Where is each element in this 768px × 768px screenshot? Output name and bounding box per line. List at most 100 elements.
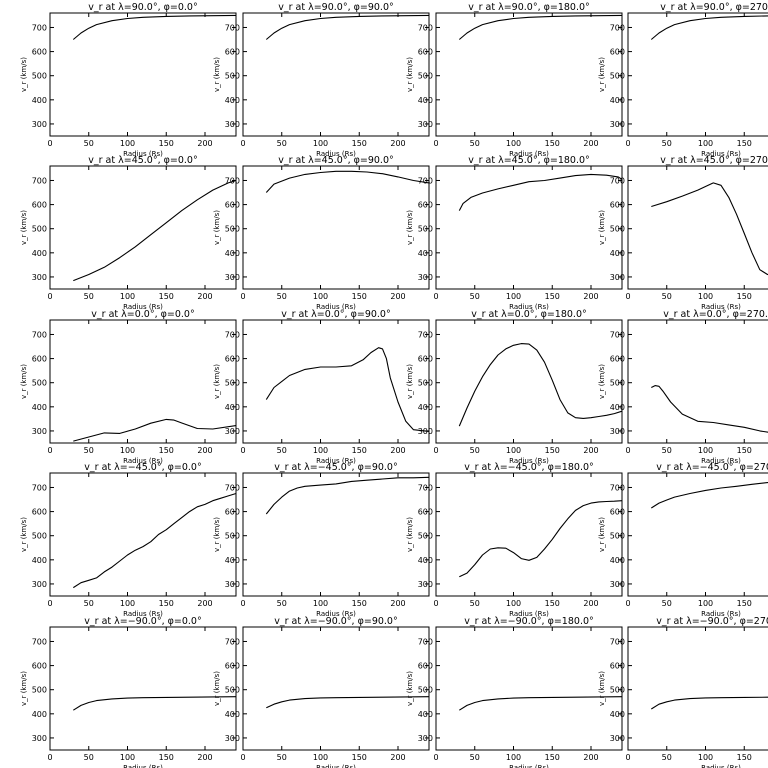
y-tick-label: 400 — [32, 710, 47, 719]
subplot-3: 0 50 100 150 200 300 400 500 600 700 v_r at λ=90.0… — [406, 2, 623, 158]
y-tick-label: 300 — [610, 120, 625, 129]
subplot-title: v_r at λ=0.0°, φ=0.0° — [91, 309, 194, 320]
y-tick-label: 400 — [225, 403, 240, 412]
x-tick-label: 0 — [433, 139, 438, 148]
x-tick-label: 100 — [698, 599, 713, 608]
y-tick-label: 600 — [418, 201, 433, 210]
plot-frame — [49, 626, 237, 751]
x-tick-label: 150 — [737, 599, 752, 608]
plot-frame — [435, 319, 623, 444]
y-tick-label: 700 — [418, 330, 433, 339]
y-tick-label: 500 — [225, 686, 240, 695]
y-tick-label: 400 — [418, 96, 433, 105]
y-tick-label: 400 — [418, 403, 433, 412]
x-tick-label: 200 — [197, 292, 212, 301]
y-tick-label: 300 — [610, 580, 625, 589]
subplot-10: 0 50 100 150 200 300 400 500 600 700 v_r at λ=0.0°… — [213, 309, 430, 465]
x-tick-label: 150 — [545, 753, 560, 762]
subplot-title: v_r at λ=−90.0°, φ=270.0° — [656, 616, 768, 627]
y-tick-label: 500 — [610, 379, 625, 388]
y-axis-label: v_r (km/s) — [213, 364, 221, 399]
y-axis-label: v_r (km/s) — [598, 517, 606, 552]
y-tick-label: 400 — [610, 556, 625, 565]
y-tick-label: 700 — [418, 176, 433, 185]
y-tick-label: 600 — [32, 48, 47, 57]
y-tick-label: 400 — [225, 96, 240, 105]
x-axis-label: Radius (Rs) — [123, 303, 163, 311]
subplot-title: v_r at λ=45.0°, φ=270.0° — [660, 155, 768, 166]
y-tick-label: 400 — [32, 403, 47, 412]
x-tick-label: 200 — [583, 599, 598, 608]
x-tick-label: 150 — [737, 292, 752, 301]
y-tick-label: 500 — [32, 72, 47, 81]
y-tick-label: 500 — [610, 686, 625, 695]
x-tick-label: 100 — [698, 753, 713, 762]
x-tick-label: 150 — [545, 292, 560, 301]
y-tick-label: 700 — [32, 483, 47, 492]
subplot-11: 0 50 100 150 200 300 400 500 600 700 v_r at λ=0.0°… — [406, 309, 623, 465]
x-tick-label: 100 — [506, 446, 521, 455]
y-axis-label: v_r (km/s) — [406, 210, 414, 245]
y-tick-label: 700 — [32, 330, 47, 339]
y-tick-label: 300 — [32, 580, 47, 589]
subplot-title: v_r at λ=−45.0°, φ=270.0° — [656, 462, 768, 473]
y-tick-label: 300 — [418, 734, 433, 743]
y-tick-label: 700 — [418, 23, 433, 32]
velocity-line — [265, 14, 430, 40]
y-tick-label: 300 — [418, 120, 433, 129]
y-tick-label: 600 — [610, 48, 625, 57]
x-tick-label: 150 — [159, 292, 174, 301]
y-axis-label: v_r (km/s) — [406, 517, 414, 552]
subplot-2: 0 50 100 150 200 300 400 500 600 700 v_r at λ=90.0… — [213, 2, 430, 158]
y-axis-label: v_r (km/s) — [20, 210, 28, 245]
velocity-line — [265, 170, 430, 193]
x-tick-label: 0 — [240, 446, 245, 455]
y-tick-label: 300 — [32, 120, 47, 129]
x-tick-label: 0 — [625, 292, 630, 301]
velocity-line — [650, 15, 768, 40]
x-tick-label: 150 — [737, 139, 752, 148]
y-tick-label: 400 — [32, 556, 47, 565]
x-tick-label: 0 — [47, 139, 52, 148]
subplot-title: v_r at λ=−90.0°, φ=180.0° — [464, 616, 594, 627]
plot-frame — [242, 165, 430, 290]
subplot-7: 0 50 100 150 200 300 400 500 600 700 v_r at λ=45.0… — [406, 155, 623, 311]
y-tick-label: 700 — [225, 637, 240, 646]
x-tick-label: 50 — [84, 446, 94, 455]
x-tick-label: 200 — [390, 292, 405, 301]
y-axis-label: v_r (km/s) — [213, 210, 221, 245]
subplot-title: v_r at λ=−45.0°, φ=0.0° — [84, 462, 201, 473]
x-tick-label: 0 — [47, 292, 52, 301]
y-tick-label: 400 — [610, 96, 625, 105]
plot-frame — [627, 12, 768, 137]
x-axis-label: Radius (Rs) — [316, 764, 356, 768]
plot-frame — [435, 626, 623, 751]
subplot-title: v_r at λ=0.0°, φ=90.0° — [281, 309, 390, 320]
x-tick-label: 50 — [470, 292, 480, 301]
y-tick-label: 600 — [610, 662, 625, 671]
y-tick-label: 600 — [225, 355, 240, 364]
x-tick-label: 200 — [583, 446, 598, 455]
velocity-line — [265, 347, 430, 432]
plot-frame — [435, 165, 623, 290]
y-tick-label: 400 — [225, 249, 240, 258]
x-tick-label: 50 — [470, 599, 480, 608]
subplot-13: 0 50 100 150 200 300 400 500 600 700 v_r at λ=−45.… — [20, 462, 237, 618]
y-axis-label: v_r (km/s) — [598, 364, 606, 399]
subplot-title: v_r at λ=45.0°, φ=0.0° — [88, 155, 197, 166]
x-axis-label: Radius (Rs) — [509, 150, 549, 158]
plot-frame — [242, 12, 430, 137]
plot-frame — [627, 319, 768, 444]
x-tick-label: 100 — [120, 292, 135, 301]
x-tick-label: 200 — [583, 139, 598, 148]
y-tick-label: 600 — [418, 48, 433, 57]
velocity-line — [73, 492, 237, 589]
y-tick-label: 400 — [418, 710, 433, 719]
x-axis-label: Radius (Rs) — [701, 610, 741, 618]
x-tick-label: 50 — [84, 753, 94, 762]
x-tick-label: 200 — [390, 446, 405, 455]
x-tick-label: 200 — [583, 753, 598, 762]
x-tick-label: 100 — [313, 292, 328, 301]
